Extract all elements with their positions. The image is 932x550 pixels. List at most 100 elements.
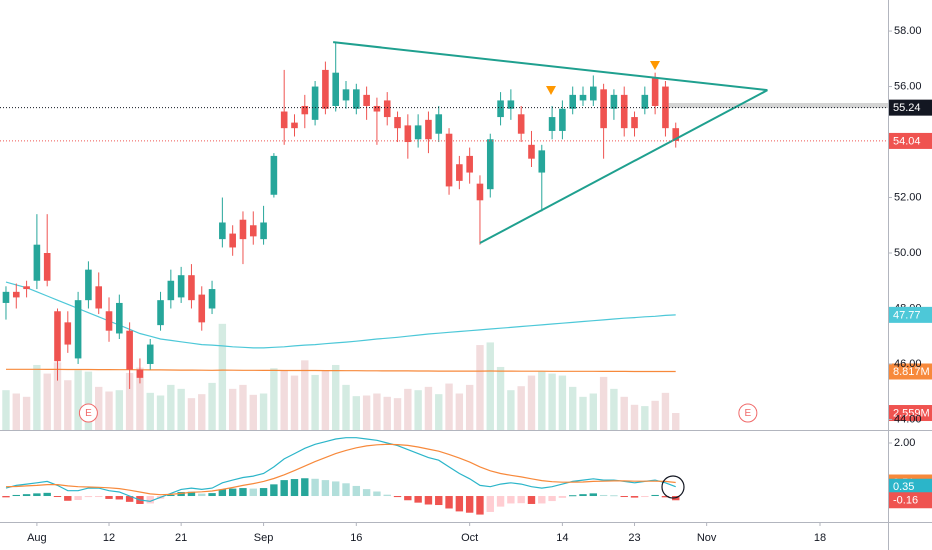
- x-tick-label: Nov: [697, 532, 717, 544]
- candle-body: [590, 86, 597, 101]
- candle-body: [373, 105, 381, 112]
- volume-bar: [321, 370, 330, 430]
- macd-histogram-bar: [198, 493, 206, 497]
- volume-bar: [424, 386, 433, 430]
- volume-bar: [538, 371, 546, 430]
- candle-body: [672, 128, 680, 141]
- candle-body: [569, 94, 576, 109]
- price-badge: [889, 132, 932, 149]
- volume-bar: [239, 384, 247, 430]
- volume-bar: [476, 345, 484, 430]
- macd-histogram-bar: [455, 496, 464, 512]
- macd-histogram-bar: [74, 496, 82, 500]
- volume-bar: [2, 390, 10, 430]
- candle-body: [414, 125, 422, 140]
- price-badge: [889, 405, 932, 422]
- volume-bar: [558, 375, 567, 430]
- price-badge-label: 2.559M: [893, 407, 930, 419]
- candle-body: [64, 322, 72, 345]
- macd-histogram-bar: [249, 488, 257, 497]
- price-badge-label: 0.35: [893, 481, 914, 493]
- macd-histogram-bar: [445, 496, 453, 509]
- macd-histogram-bar: [424, 496, 433, 505]
- volume-bar: [414, 390, 422, 430]
- candle-body: [270, 155, 278, 195]
- x-tick-label: 16: [350, 532, 362, 544]
- candle-body: [353, 89, 360, 109]
- macd-histogram-bar: [630, 496, 639, 498]
- candle-body: [383, 100, 391, 118]
- price-badge: [889, 478, 932, 495]
- x-tick-label: 14: [556, 532, 568, 544]
- candle-body: [311, 86, 319, 120]
- candle-body: [12, 291, 20, 298]
- volume-bar: [208, 382, 216, 430]
- candle-body: [641, 94, 649, 109]
- y-tick-label: 58.00: [894, 25, 922, 37]
- macd-histogram-bar: [579, 494, 587, 497]
- price-badge-label: 47.77: [893, 309, 921, 321]
- macd-histogram-bar: [12, 494, 20, 497]
- volume-bar: [630, 404, 639, 430]
- candle-body: [229, 233, 236, 248]
- macd-histogram-bar: [507, 496, 515, 504]
- macd-histogram-bar: [362, 489, 371, 497]
- macd-histogram-bar: [527, 496, 536, 504]
- macd-histogram-bar: [321, 480, 330, 497]
- volume-bar: [393, 398, 402, 430]
- macd-histogram-bar: [538, 496, 546, 504]
- volume-bar: [301, 360, 309, 430]
- candle-body: [476, 183, 484, 201]
- candle-body: [507, 100, 515, 109]
- macd-histogram-bar: [465, 496, 474, 513]
- macd-histogram-bar: [342, 483, 350, 497]
- y-tick-label: 46.00: [894, 358, 922, 370]
- macd-histogram-bar: [270, 484, 278, 497]
- candle-body: [219, 222, 226, 240]
- volume-bar: [517, 386, 525, 430]
- volume-bar: [486, 342, 494, 430]
- volume-bar: [280, 370, 288, 430]
- back-layer: [2, 323, 680, 430]
- candle-body: [466, 155, 473, 173]
- price-badge: [889, 492, 932, 509]
- macd-histogram-bar: [64, 496, 72, 501]
- macd-histogram-bar: [105, 496, 113, 499]
- candle-body: [157, 300, 164, 326]
- candle-body: [322, 69, 329, 109]
- y-tick-label: 52.00: [894, 191, 922, 203]
- macd-histogram-bar: [259, 488, 268, 497]
- volume-bar: [84, 371, 93, 430]
- price-badge-label: 8.817M: [893, 366, 930, 378]
- macd-histogram-bar: [610, 495, 618, 497]
- volume-bar: [404, 388, 412, 430]
- y-tick-label: 2.00: [894, 437, 915, 449]
- range-band: [668, 103, 888, 108]
- volume-bar: [218, 323, 227, 430]
- volume-bar: [105, 391, 113, 430]
- macd-histogram-bar: [84, 496, 93, 498]
- volume-bar: [43, 373, 51, 430]
- signal-line: [5, 443, 676, 496]
- macd-histogram-bar: [620, 496, 628, 498]
- candle-body: [394, 117, 401, 129]
- volume-bar: [136, 367, 144, 430]
- macd-histogram-bar: [239, 488, 247, 497]
- candle-body: [2, 291, 10, 303]
- volume-bar: [22, 396, 31, 430]
- volume-bar: [53, 362, 62, 430]
- macd-histogram-bar: [115, 496, 124, 500]
- price-badge: [889, 99, 932, 116]
- macd-histogram-bar: [95, 496, 103, 498]
- macd-histogram-bar: [641, 496, 649, 498]
- candle-body: [239, 219, 247, 240]
- earnings-marker: [78, 403, 98, 423]
- candle-body: [208, 289, 216, 309]
- volume-bar: [228, 388, 237, 430]
- volume-bar: [507, 390, 515, 430]
- volume-bar: [12, 393, 20, 430]
- signal-marker: [546, 86, 556, 95]
